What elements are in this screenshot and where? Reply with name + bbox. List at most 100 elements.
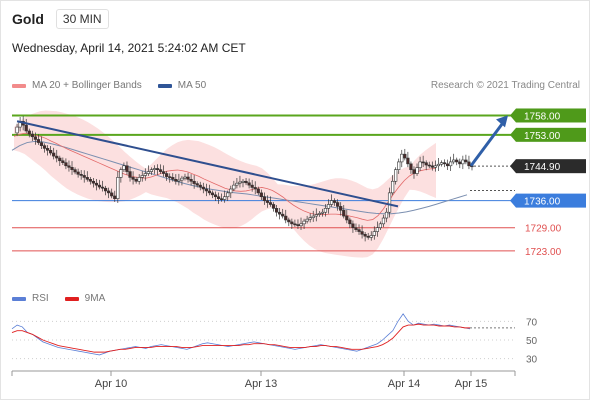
candle-body xyxy=(406,157,410,165)
candle-body xyxy=(207,190,212,194)
level-text-1729.00: 1729.00 xyxy=(525,224,562,235)
candle-body xyxy=(326,204,331,209)
x-tick-label-Apr 15: Apr 15 xyxy=(455,378,487,390)
candle-body xyxy=(146,171,150,174)
candles xyxy=(15,116,474,242)
candle-body xyxy=(372,231,376,236)
candle-body xyxy=(387,192,392,213)
x-tick-label-Apr 10: Apr 10 xyxy=(95,378,127,390)
candle-body xyxy=(152,168,157,170)
candle-body xyxy=(94,182,99,186)
candle-body xyxy=(232,184,236,190)
level-label-1753.00: 1753.00 xyxy=(510,127,586,142)
candle-body xyxy=(281,213,285,217)
candle-body xyxy=(284,215,288,221)
candle-body xyxy=(73,169,77,173)
candle-body xyxy=(171,177,175,180)
candle-body xyxy=(467,161,471,167)
candle-body xyxy=(250,184,254,188)
legend-ma20-label: MA 20 + Bollinger Bands xyxy=(32,80,142,91)
candle-body xyxy=(293,223,297,226)
candle-body xyxy=(464,159,468,163)
candle-body xyxy=(97,184,102,188)
legend-ma50: MA 50 xyxy=(157,80,206,91)
candle-body xyxy=(201,186,205,190)
candle-body xyxy=(15,126,19,134)
level-box-1758.00 xyxy=(516,108,586,123)
candle-body xyxy=(299,223,303,227)
candle-body xyxy=(424,162,428,166)
candle-body xyxy=(195,183,199,186)
candle-body xyxy=(213,194,218,198)
candle-body xyxy=(30,133,34,138)
candle-body xyxy=(357,229,361,232)
legend-rsi-label: RSI xyxy=(32,293,49,304)
candle-body xyxy=(137,177,141,182)
level-pointer-1744.90 xyxy=(510,159,516,174)
candle-body xyxy=(220,198,224,200)
candle-body xyxy=(229,188,233,194)
candle-body xyxy=(192,180,196,184)
candle-body xyxy=(177,179,181,182)
candle-body xyxy=(262,196,266,201)
candle-body xyxy=(216,196,221,199)
candle-body xyxy=(320,211,324,214)
candle-body xyxy=(381,217,386,225)
level-label-1744.90: 1744.90 xyxy=(510,159,586,174)
candle-body xyxy=(33,136,37,140)
candle-body xyxy=(143,173,147,176)
legend-ma50-swatch xyxy=(157,83,172,88)
ma20-line xyxy=(13,132,437,221)
legend-9ma-swatch xyxy=(64,296,79,301)
candle-body xyxy=(274,208,279,213)
candle-body xyxy=(91,180,95,184)
bollinger-band xyxy=(14,110,436,258)
x-tick-label-Apr 14: Apr 14 xyxy=(388,378,420,390)
candle-body xyxy=(445,163,450,167)
candle-body xyxy=(27,130,31,135)
candle-body xyxy=(113,195,117,199)
candle-body xyxy=(79,173,83,176)
legend-ma20: MA 20 + Bollinger Bands xyxy=(12,80,142,91)
candle-body xyxy=(70,167,74,170)
interval-button[interactable]: 30 MIN xyxy=(55,9,109,29)
candle-body xyxy=(391,180,395,194)
candle-body xyxy=(394,169,398,182)
candle-body xyxy=(287,219,291,223)
candle-body xyxy=(336,202,340,207)
candle-body xyxy=(88,179,92,182)
instrument-title: Gold xyxy=(12,11,44,27)
candle-body xyxy=(415,167,419,174)
candle-body xyxy=(265,200,270,203)
candle-body xyxy=(100,186,105,189)
legend-rsi-swatch xyxy=(12,296,26,301)
candle-body xyxy=(122,165,126,170)
candle-body xyxy=(238,181,242,184)
candle-body xyxy=(155,168,160,170)
candle-body xyxy=(400,153,404,163)
rsi-legend: RSI 9MA xyxy=(12,293,121,304)
level-label-1758.00: 1758.00 xyxy=(510,108,586,123)
candle-body xyxy=(421,161,425,164)
candle-body xyxy=(397,161,401,170)
legend-9ma-label: 9MA xyxy=(84,293,106,304)
candle-body xyxy=(162,171,166,174)
candle-body xyxy=(183,176,187,179)
projection-arrow-shaft xyxy=(469,120,506,167)
candle-body xyxy=(378,223,383,228)
candle-body xyxy=(329,200,334,205)
candle-body xyxy=(366,235,370,238)
candle-body xyxy=(67,165,71,168)
candle-body xyxy=(439,162,444,165)
candle-body xyxy=(128,171,132,178)
level-box-1753.00 xyxy=(516,127,586,142)
candle-body xyxy=(24,124,28,132)
candle-body xyxy=(244,180,248,184)
candle-body xyxy=(430,165,434,168)
candle-body xyxy=(189,179,193,182)
candle-body xyxy=(461,159,465,165)
candle-body xyxy=(104,187,108,192)
candle-body xyxy=(42,145,47,149)
candle-body xyxy=(256,188,260,194)
